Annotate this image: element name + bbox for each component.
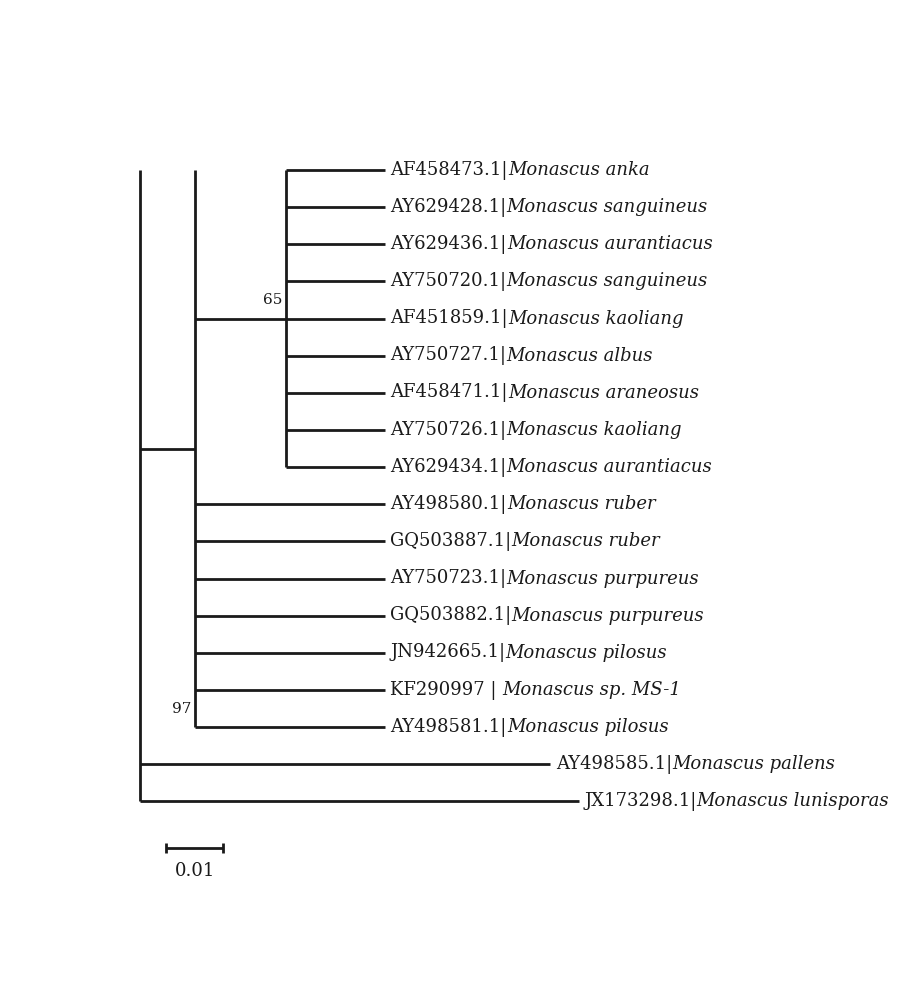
Text: AY629436.1|: AY629436.1|: [391, 235, 507, 254]
Text: GQ503882.1|: GQ503882.1|: [391, 606, 512, 625]
Text: Monascus sanguineus: Monascus sanguineus: [506, 198, 708, 216]
Text: Monascus kaoliang: Monascus kaoliang: [508, 310, 684, 328]
Text: AF458473.1|: AF458473.1|: [391, 161, 508, 180]
Text: Monascus pilosus: Monascus pilosus: [505, 644, 667, 662]
Text: 0.01: 0.01: [175, 862, 215, 880]
Text: Monascus aurantiacus: Monascus aurantiacus: [507, 235, 713, 253]
Text: 97: 97: [172, 702, 191, 716]
Text: Monascus pilosus: Monascus pilosus: [507, 718, 668, 736]
Text: AF458471.1|: AF458471.1|: [391, 383, 508, 402]
Text: AY629428.1|: AY629428.1|: [391, 198, 506, 217]
Text: Monascus albus: Monascus albus: [506, 347, 653, 365]
Text: Monascus aurantiacus: Monascus aurantiacus: [506, 458, 713, 476]
Text: AY750726.1|: AY750726.1|: [391, 421, 506, 440]
Text: JN942665.1|: JN942665.1|: [391, 643, 505, 662]
Text: AY750723.1|: AY750723.1|: [391, 569, 506, 588]
Text: AY498580.1|: AY498580.1|: [391, 495, 507, 514]
Text: Monascus purpureus: Monascus purpureus: [512, 607, 704, 625]
Text: Monascus anka: Monascus anka: [508, 161, 650, 179]
Text: Monascus ruber: Monascus ruber: [512, 532, 660, 550]
Text: Monascus kaoliang: Monascus kaoliang: [506, 421, 682, 439]
Text: AY750720.1|: AY750720.1|: [391, 272, 506, 291]
Text: JX173298.1|: JX173298.1|: [584, 792, 696, 811]
Text: AY498585.1|: AY498585.1|: [556, 755, 673, 774]
Text: Monascus sanguineus: Monascus sanguineus: [506, 272, 708, 290]
Text: GQ503887.1|: GQ503887.1|: [391, 532, 512, 551]
Text: Monascus sp. MS-1: Monascus sp. MS-1: [503, 681, 682, 699]
Text: Monascus lunisporas: Monascus lunisporas: [696, 792, 889, 810]
Text: 65: 65: [264, 293, 283, 307]
Text: Monascus pallens: Monascus pallens: [673, 755, 835, 773]
Text: AY629434.1|: AY629434.1|: [391, 458, 506, 477]
Text: KF290997 |: KF290997 |: [391, 681, 503, 700]
Text: Monascus ruber: Monascus ruber: [507, 495, 655, 513]
Text: Monascus purpureus: Monascus purpureus: [506, 570, 699, 588]
Text: Monascus araneosus: Monascus araneosus: [508, 384, 699, 402]
Text: AY750727.1|: AY750727.1|: [391, 346, 506, 365]
Text: AF451859.1|: AF451859.1|: [391, 309, 508, 328]
Text: AY498581.1|: AY498581.1|: [391, 718, 507, 737]
